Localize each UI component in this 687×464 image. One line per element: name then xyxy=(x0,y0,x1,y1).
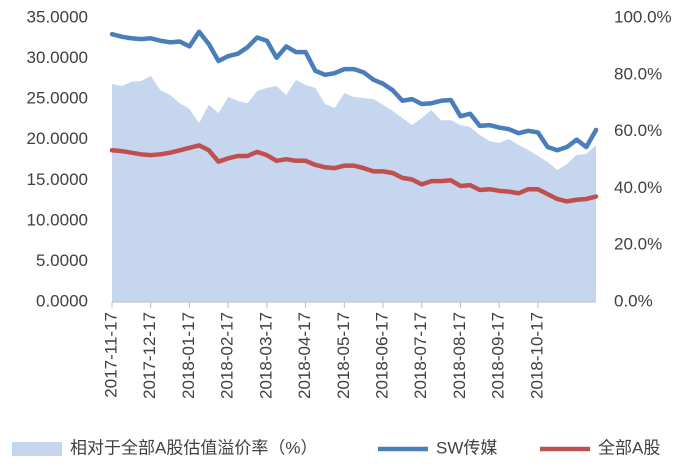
legend-label: 相对于全部A股估值溢价率（%） xyxy=(70,438,317,457)
x-tick-label: 2018-04-17 xyxy=(295,312,314,399)
y-tick-label: 15.0000 xyxy=(27,170,88,189)
legend-label: SW传媒 xyxy=(436,438,497,457)
y-tick-label: 30.0000 xyxy=(27,48,88,67)
line xyxy=(109,143,599,204)
x-tick-label: 2018-07-17 xyxy=(411,312,430,399)
y2-tick-label: 20.0% xyxy=(614,235,662,254)
x-tick-label: 2018-09-17 xyxy=(489,312,508,399)
area xyxy=(112,75,596,302)
x-tick-label: 2018-08-17 xyxy=(450,312,469,399)
x-tick-label: 2018-01-17 xyxy=(179,312,198,399)
y2-tick-label: 100.0% xyxy=(614,7,672,26)
y-tick-label: 20.0000 xyxy=(27,129,88,148)
x-tick-label: 2018-03-17 xyxy=(256,312,275,399)
x-tick-label: 2017-11-17 xyxy=(101,312,120,398)
y-tick-label: 35.0000 xyxy=(27,7,88,26)
y-tick-label: 10.0000 xyxy=(27,210,88,229)
legend-label: 全部A股 xyxy=(598,438,660,457)
y-tick-label: 25.0000 xyxy=(27,89,88,108)
legend-swatch xyxy=(12,442,62,456)
y2-tick-label: 40.0% xyxy=(614,178,662,197)
y2-tick-label: 0.0% xyxy=(614,291,653,310)
y-tick-label: 0.0000 xyxy=(36,291,88,310)
x-tick-label: 2018-10-17 xyxy=(527,312,546,399)
x-tick-label: 2018-05-17 xyxy=(334,312,353,399)
y2-tick-label: 60.0% xyxy=(614,121,662,140)
line xyxy=(109,29,599,153)
x-tick-label: 2017-12-17 xyxy=(140,312,159,399)
y-tick-label: 5.0000 xyxy=(36,251,88,270)
x-tick-label: 2018-06-17 xyxy=(373,312,392,399)
x-tick-label: 2018-02-17 xyxy=(218,312,237,399)
y2-tick-label: 80.0% xyxy=(614,64,662,83)
